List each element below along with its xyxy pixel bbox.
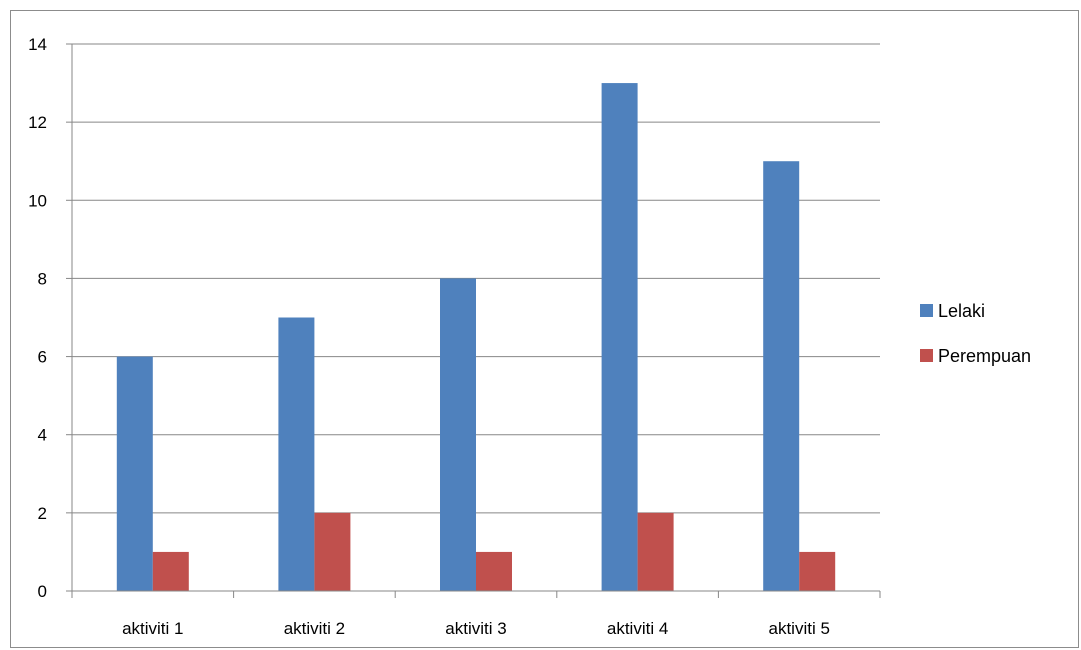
axes: 0 2 4 6 8 10 12 14 aktiviti 1 aktiviti 2 aktiviti … (28, 35, 881, 638)
y-tick-label: 0 (38, 582, 47, 601)
y-tick-label: 14 (28, 35, 47, 54)
y-tick-label: 8 (38, 269, 47, 288)
y-tick-label: 12 (28, 113, 47, 132)
bar-perempuan-1 (152, 551, 189, 591)
y-tick-label: 2 (38, 504, 47, 523)
y-tick-label: 10 (28, 191, 47, 210)
x-category-label: aktiviti 4 (607, 619, 668, 638)
gridlines (72, 43, 880, 514)
y-tick-label: 4 (38, 426, 47, 445)
bar-perempuan-3 (476, 551, 512, 591)
bar-lelaki-1 (116, 356, 153, 591)
y-tick-label: 6 (38, 348, 47, 367)
bar-lelaki-5 (763, 161, 800, 591)
legend-label-perempuan: Perempuan (938, 346, 1031, 366)
x-category-label: aktiviti 2 (284, 619, 345, 638)
legend-label-lelaki: Lelaki (938, 301, 985, 321)
legend-swatch-lelaki (920, 304, 933, 317)
x-category-label: aktiviti 3 (445, 619, 506, 638)
x-category-label: aktiviti 1 (122, 619, 183, 638)
bar-lelaki-4 (601, 83, 638, 592)
bar-lelaki-2 (278, 317, 315, 591)
legend: Lelaki Perempuan (920, 301, 1031, 366)
bar-lelaki-3 (440, 278, 476, 591)
bar-perempuan-4 (637, 512, 674, 591)
bars (116, 83, 836, 592)
bar-perempuan-2 (314, 512, 351, 591)
bar-perempuan-5 (799, 551, 836, 591)
x-category-label: aktiviti 5 (768, 619, 829, 638)
chart-frame (10, 10, 1079, 648)
legend-swatch-perempuan (920, 349, 933, 362)
